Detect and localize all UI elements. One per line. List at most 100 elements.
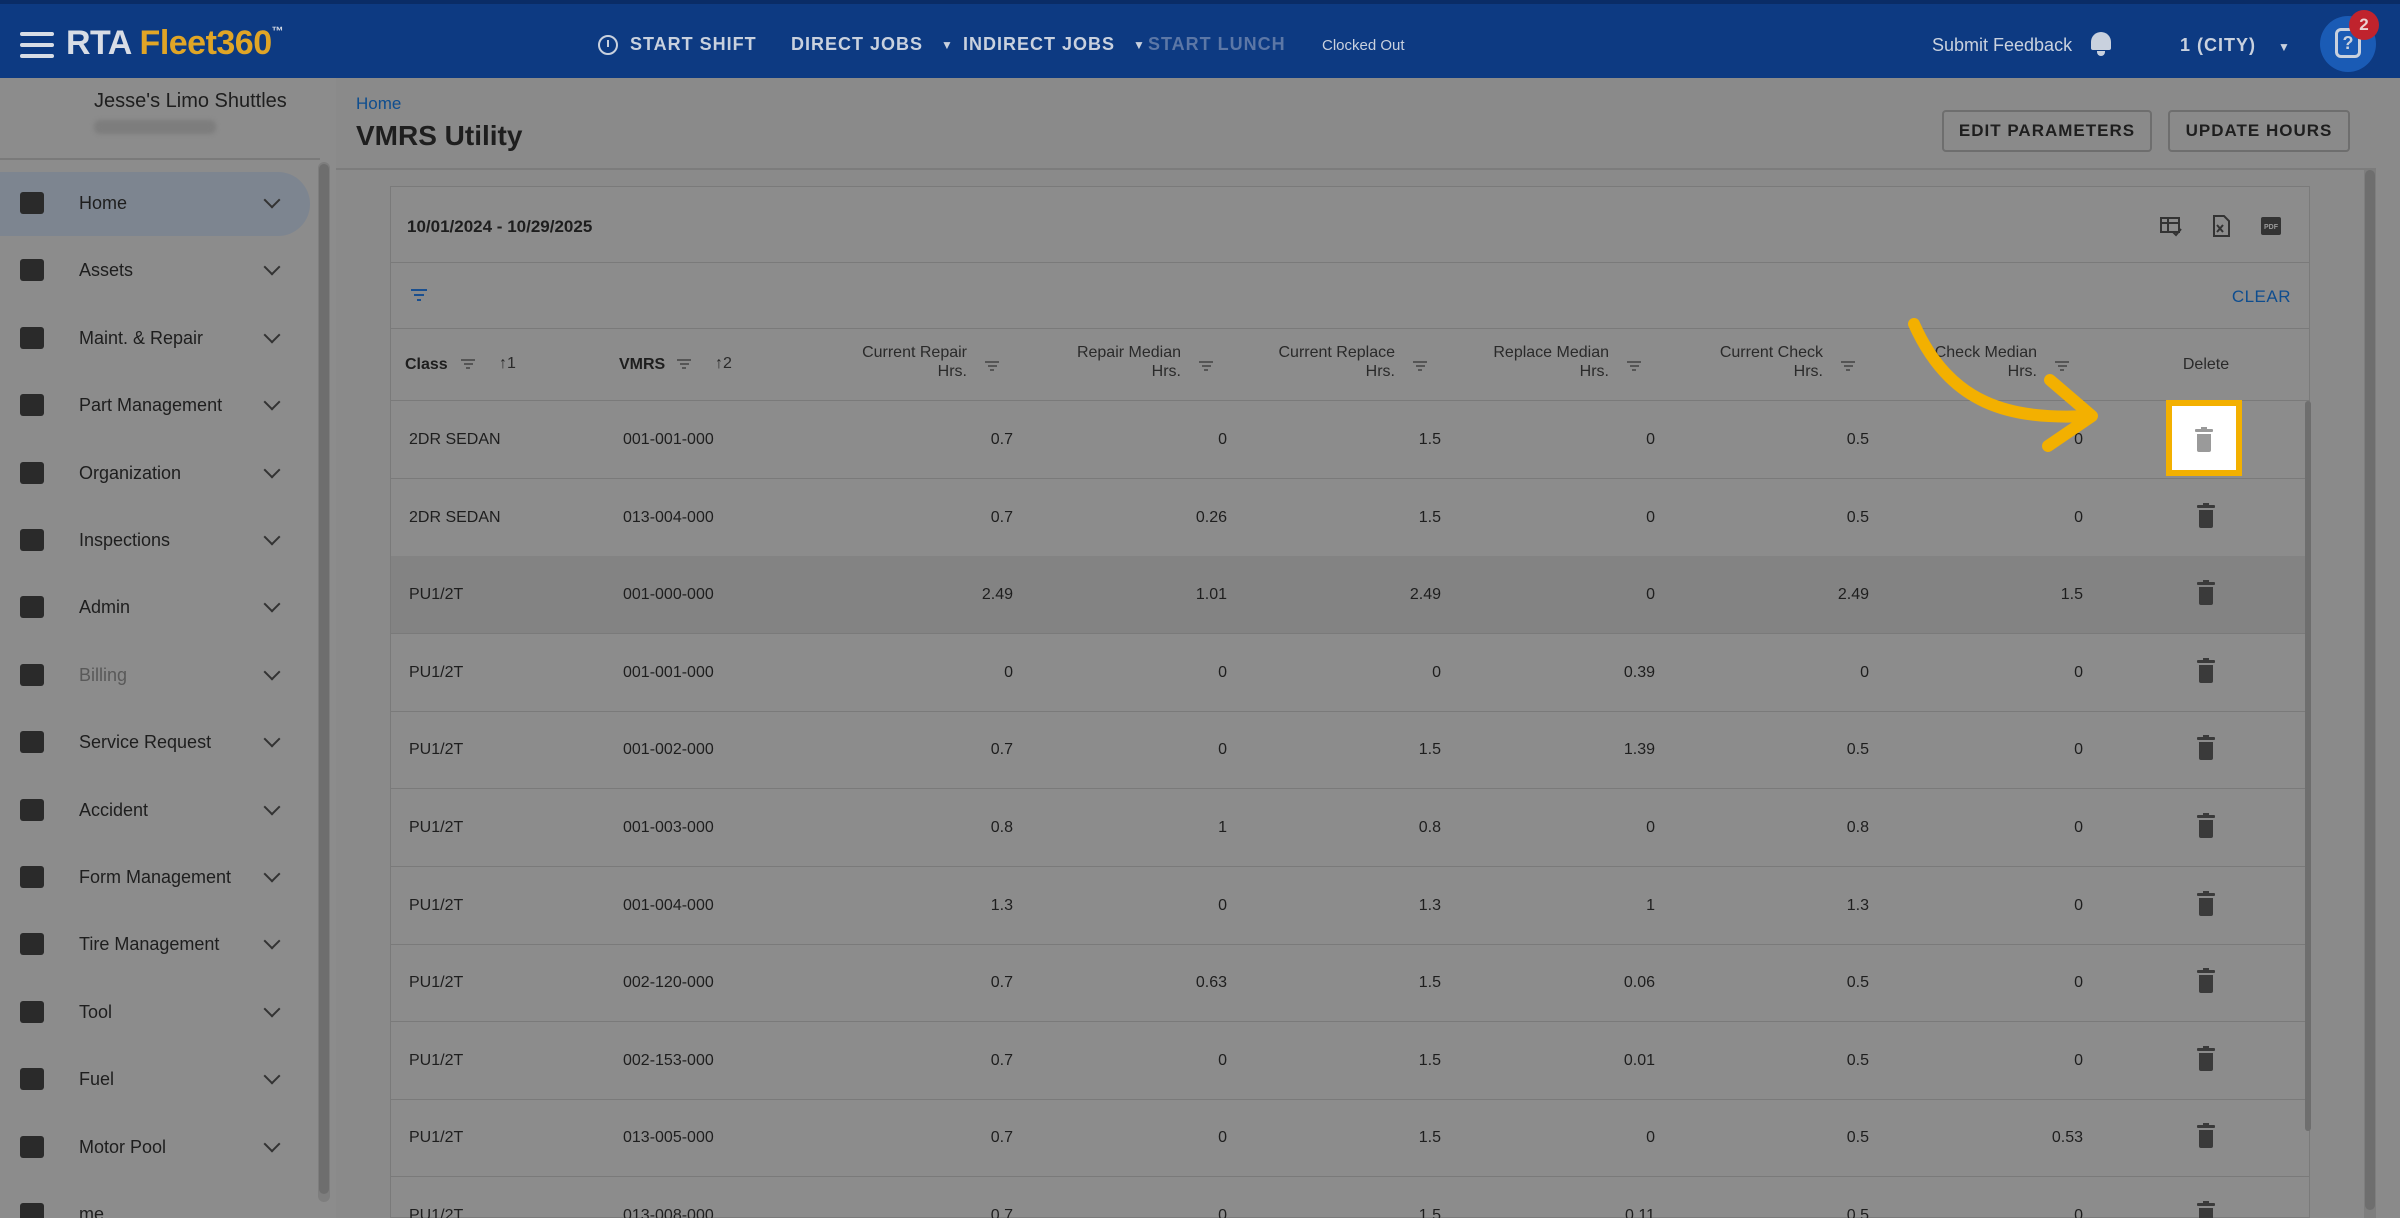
column-current-check-header[interactable]: Current Check Hrs. [1719, 344, 1823, 380]
column-current-replace-header[interactable]: Current Replace Hrs. [1278, 344, 1396, 380]
table-row[interactable]: PU1/2T 001-001-000 0 0 0 0.39 0 0 [391, 634, 2309, 712]
sidebar-item-home[interactable]: Home [0, 172, 310, 236]
sidebar-item-admin[interactable]: Admin [0, 576, 310, 640]
column-check-median-header[interactable]: Check Median Hrs. [1934, 344, 2037, 380]
table-row[interactable]: PU1/2T 002-153-000 0.7 0 1.5 0.01 0.5 0 [391, 1022, 2309, 1100]
delete-row-icon[interactable] [2197, 502, 2215, 529]
column-filter-icon[interactable] [1199, 361, 1213, 371]
delete-row-icon[interactable] [2197, 580, 2215, 606]
table-scrollbar[interactable] [2305, 401, 2311, 1131]
cell-vmrs: 002-153-000 [623, 1051, 714, 1069]
filter-icon[interactable] [411, 289, 427, 301]
column-repair-median-header[interactable]: Repair Median Hrs. [1076, 344, 1181, 380]
column-filter-icon[interactable] [985, 361, 999, 371]
delete-row-icon[interactable] [2197, 1123, 2215, 1149]
sidebar-item-fuel[interactable]: Fuel [0, 1048, 310, 1112]
start-shift-button[interactable]: START SHIFT [598, 34, 757, 55]
table-row[interactable]: PU1/2T 001-003-000 0.8 1 0.8 0 0.8 0 [391, 789, 2309, 867]
table-row[interactable]: PU1/2T 013-008-000 0.7 0 1.5 0.11 0.5 0 [391, 1177, 2309, 1218]
cell-cur-repair: 0 [1004, 663, 1013, 681]
help-badge: 2 [2349, 10, 2379, 40]
cell-cur-replace: 1.5 [1418, 1207, 1441, 1218]
cell-vmrs: 001-002-000 [623, 741, 714, 759]
clear-filters-link[interactable]: CLEAR [2231, 287, 2291, 306]
pdf-export-icon[interactable]: PDF [2259, 213, 2283, 239]
table-row[interactable]: PU1/2T 001-000-000 2.49 1.01 2.49 0 2.49 1.5 [391, 556, 2309, 635]
column-filter-icon[interactable] [461, 359, 475, 369]
column-filter-icon[interactable] [1413, 361, 1427, 371]
table-row[interactable]: PU1/2T 001-002-000 0.7 0 1.5 1.39 0.5 0 [391, 711, 2309, 790]
hamburger-menu-icon[interactable] [20, 32, 54, 58]
sidebar-item-accident[interactable]: Accident [0, 779, 310, 843]
cell-vmrs: 013-005-000 [623, 1129, 714, 1147]
sort-asc-icon[interactable]: ↑1 [499, 355, 516, 372]
cell-cur-repair: 0.7 [990, 1051, 1013, 1069]
app-logo[interactable]: RTA Fleet360™ [66, 24, 284, 62]
table-row[interactable]: PU1/2T 001-004-000 1.3 0 1.3 1 1.3 0 [391, 867, 2309, 945]
table-row[interactable]: PU1/2T 002-120-000 0.7 0.63 1.5 0.06 0.5 0 [391, 944, 2309, 1023]
column-filter-icon[interactable] [2055, 361, 2069, 371]
sidebar-item-tire-management[interactable]: Tire Management [0, 913, 310, 977]
cell-replace-median: 0.11 [1625, 1207, 1655, 1218]
admin-user-icon [20, 596, 46, 620]
breadcrumb-home[interactable]: Home [356, 94, 402, 113]
trash-icon [2195, 427, 2213, 453]
sidebar-item-organization[interactable]: Organization [0, 442, 310, 506]
table-row[interactable]: PU1/2T 013-005-000 0.7 0 1.5 0 0.5 0.53 [391, 1099, 2309, 1178]
delete-row-icon[interactable] [2197, 813, 2215, 839]
column-replace-median-header[interactable]: Replace Median Hrs. [1493, 344, 1609, 380]
sidebar-item-motor-pool[interactable]: Motor Pool [0, 1116, 310, 1180]
update-hours-button[interactable]: UPDATE HOURS [2168, 110, 2350, 152]
sidebar-item-label: me [79, 1204, 105, 1218]
sidebar-item-form-management[interactable]: Form Management [0, 846, 310, 910]
sidebar-item-part-management[interactable]: Part Management [0, 374, 310, 438]
notifications-bell-icon[interactable] [2090, 32, 2112, 58]
column-filter-icon[interactable] [1841, 361, 1855, 371]
cell-cur-repair: 0.7 [990, 1207, 1013, 1218]
edit-parameters-button[interactable]: EDIT PARAMETERS [1942, 110, 2152, 152]
city-selector[interactable]: 1 (CITY) ▼ [2180, 35, 2291, 55]
sidebar-item-me[interactable]: me [0, 1183, 310, 1218]
column-vmrs-header[interactable]: VMRS [619, 356, 666, 373]
cell-vmrs: 001-000-000 [623, 586, 714, 604]
direct-jobs-menu[interactable]: DIRECT JOBS ▼ [791, 34, 954, 54]
cell-class: PU1/2T [409, 819, 464, 836]
cell-check-median: 0 [2074, 1207, 2083, 1218]
home-icon [20, 192, 46, 216]
cell-cur-repair: 0.7 [990, 431, 1013, 448]
cell-cur-replace: 2.49 [1409, 586, 1441, 604]
main-scrollbar[interactable] [2364, 170, 2376, 1218]
table-row[interactable]: 2DR SEDAN 001-001-000 0.7 0 1.5 0 0.5 0 [391, 401, 2309, 479]
vmrs-table-card: 10/01/2024 - 10/29/2025 PDF CLEAR Class … [390, 186, 2311, 1218]
delete-row-icon[interactable] [2197, 657, 2215, 684]
sidebar-scrollbar[interactable] [318, 162, 330, 1202]
cell-replace-median: 0 [1646, 508, 1655, 526]
table-row[interactable]: 2DR SEDAN 013-004-000 0.7 0.26 1.5 0 0.5 0 [391, 479, 2309, 557]
sidebar-item-tool[interactable]: Tool [0, 981, 310, 1045]
cell-cur-check: 0.5 [1846, 431, 1869, 448]
column-chooser-icon[interactable] [2159, 213, 2183, 239]
highlighted-delete-button[interactable] [2166, 400, 2242, 476]
cell-vmrs: 001-001-000 [623, 663, 714, 681]
column-filter-icon[interactable] [1627, 361, 1641, 371]
cell-replace-median: 0 [1646, 819, 1655, 836]
indirect-jobs-menu[interactable]: INDIRECT JOBS ▼ [963, 34, 1146, 54]
column-filter-icon[interactable] [677, 359, 691, 369]
cell-check-median: 0 [2074, 431, 2083, 448]
delete-row-icon[interactable] [2197, 1045, 2215, 1072]
svg-text:PDF: PDF [2264, 224, 2279, 231]
sidebar-item-assets[interactable]: Assets [0, 239, 310, 303]
sidebar-item-inspections[interactable]: Inspections [0, 509, 310, 573]
delete-row-icon[interactable] [2197, 968, 2215, 994]
column-current-repair-header[interactable]: Current Repair Hrs. [862, 344, 967, 380]
sidebar-item-service-request[interactable]: Service Request [0, 711, 310, 775]
submit-feedback-link[interactable]: Submit Feedback [1932, 35, 2073, 55]
top-app-bar: RTA Fleet360™ START SHIFT DIRECT JOBS ▼ … [0, 0, 2400, 78]
delete-row-icon[interactable] [2197, 890, 2215, 917]
column-class-header[interactable]: Class [405, 356, 448, 373]
delete-row-icon[interactable] [2197, 735, 2215, 761]
delete-row-icon[interactable] [2197, 1201, 2215, 1218]
excel-export-icon[interactable] [2209, 213, 2233, 239]
sidebar-item-maint-repair[interactable]: Maint. & Repair [0, 307, 310, 371]
sort-asc-icon[interactable]: ↑2 [715, 355, 732, 372]
